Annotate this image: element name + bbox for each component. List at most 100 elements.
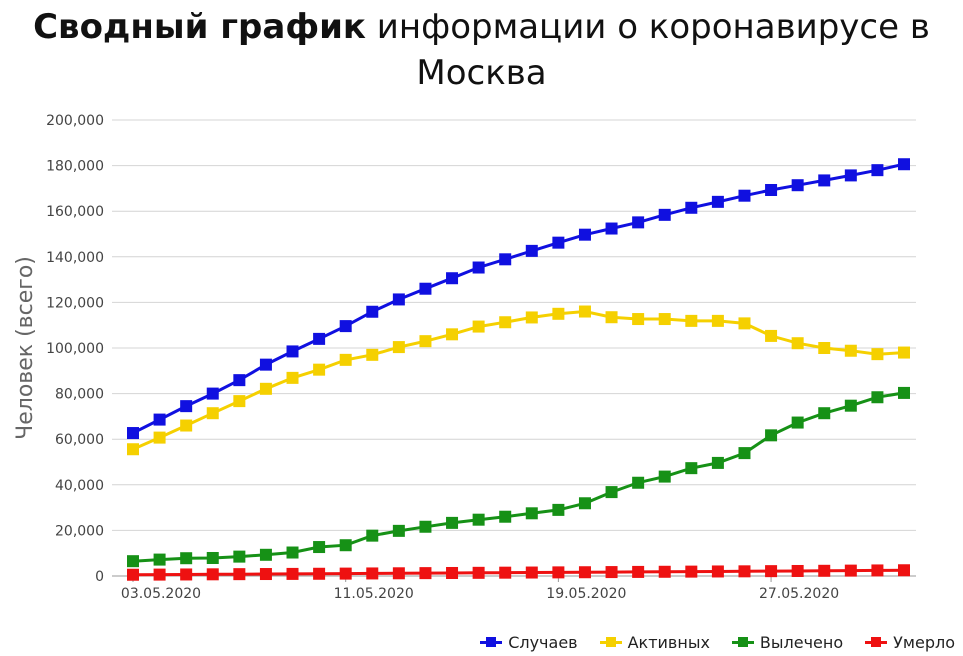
data-point: [259, 568, 272, 581]
data-point: [871, 164, 884, 177]
x-tick-label: 03.05.2020: [121, 586, 201, 602]
data-point: [392, 341, 405, 354]
data-point: [313, 567, 326, 580]
data-point: [765, 429, 778, 442]
data-point: [871, 348, 884, 361]
data-point: [180, 552, 193, 565]
y-axis-label: Человек (всего): [13, 256, 38, 440]
data-point: [366, 348, 379, 361]
series-line: [132, 162, 905, 435]
data-point: [366, 567, 379, 580]
data-point: [153, 431, 166, 444]
chart-title-rest: информации о коронавирусе в Москва: [365, 7, 930, 93]
data-point: [286, 371, 299, 384]
data-point: [339, 567, 352, 580]
data-point: [765, 565, 778, 578]
y-tick-label: 20,000: [55, 523, 104, 539]
data-point: [127, 555, 139, 568]
data-point: [605, 486, 618, 499]
data-point: [366, 529, 379, 542]
data-point: [472, 320, 485, 333]
data-point: [552, 307, 565, 320]
data-point: [605, 311, 618, 324]
data-point: [180, 568, 193, 581]
data-point: [632, 476, 645, 489]
data-point: [552, 503, 565, 516]
data-point: [525, 566, 538, 579]
data-point: [339, 320, 352, 333]
x-axis: 03.05.2020 11.05.2020 19.05.2020 27.05.2020: [121, 576, 839, 602]
data-point: [658, 313, 671, 326]
series-group: [127, 158, 910, 581]
data-point: [392, 293, 405, 306]
data-point: [339, 539, 352, 552]
data-point: [605, 222, 618, 235]
data-point: [366, 305, 379, 318]
legend-item[interactable]: Случаев: [480, 632, 578, 652]
legend: Случаев Активных Вылечено Умерло: [480, 630, 955, 654]
legend-swatch-icon: [865, 637, 888, 647]
y-tick-label: 100,000: [46, 341, 104, 357]
data-point: [525, 507, 538, 520]
legend-label: Вылечено: [759, 632, 844, 652]
data-point: [632, 216, 645, 229]
legend-swatch-icon: [599, 637, 622, 647]
data-point: [127, 443, 139, 456]
data-point: [711, 565, 724, 578]
legend-item[interactable]: Активных: [599, 633, 710, 652]
y-tick-label: 40,000: [55, 478, 104, 494]
data-point: [419, 335, 432, 348]
series-Умерло: [127, 564, 910, 581]
data-point: [180, 419, 193, 432]
y-tick-label: 60,000: [55, 432, 104, 448]
data-point: [738, 189, 751, 202]
data-point: [286, 567, 299, 580]
data-point: [206, 551, 219, 564]
data-point: [871, 391, 884, 404]
legend-label: Случаев: [508, 632, 578, 652]
data-point: [685, 314, 698, 327]
data-point: [419, 567, 432, 580]
data-point: [419, 520, 432, 533]
data-point: [446, 516, 459, 529]
data-point: [605, 566, 618, 579]
x-tick-label: 27.05.2020: [759, 586, 839, 602]
data-point: [313, 332, 326, 345]
legend-item[interactable]: Вылечено: [731, 632, 844, 652]
data-point: [286, 345, 299, 358]
data-point: [206, 387, 219, 400]
data-point: [765, 329, 778, 342]
data-point: [791, 337, 804, 350]
data-point: [738, 317, 751, 330]
legend-label: Умерло: [893, 632, 955, 652]
y-tick-label: 120,000: [46, 295, 104, 311]
data-point: [578, 305, 591, 318]
data-point: [578, 228, 591, 241]
y-tick-label: 180,000: [46, 159, 104, 175]
data-point: [765, 183, 778, 196]
data-point: [898, 386, 910, 399]
data-point: [738, 565, 751, 578]
series-line: [132, 391, 905, 563]
legend-item[interactable]: Умерло: [865, 633, 955, 652]
y-tick-label: 0: [95, 569, 104, 585]
x-tick-label: 19.05.2020: [546, 586, 626, 602]
data-point: [791, 416, 804, 429]
data-point: [658, 565, 671, 578]
y-tick-label: 140,000: [46, 250, 104, 266]
legend-swatch-icon: [731, 637, 754, 647]
data-point: [711, 314, 724, 327]
data-point: [446, 272, 459, 285]
data-point: [446, 566, 459, 579]
data-point: [499, 510, 512, 523]
data-point: [685, 565, 698, 578]
y-tick-label: 200,000: [46, 113, 104, 129]
data-point: [499, 253, 512, 266]
data-point: [206, 407, 219, 420]
data-point: [818, 174, 831, 187]
data-point: [313, 541, 326, 554]
y-tick-label: 80,000: [55, 387, 104, 403]
data-point: [233, 568, 246, 581]
data-point: [844, 169, 857, 182]
